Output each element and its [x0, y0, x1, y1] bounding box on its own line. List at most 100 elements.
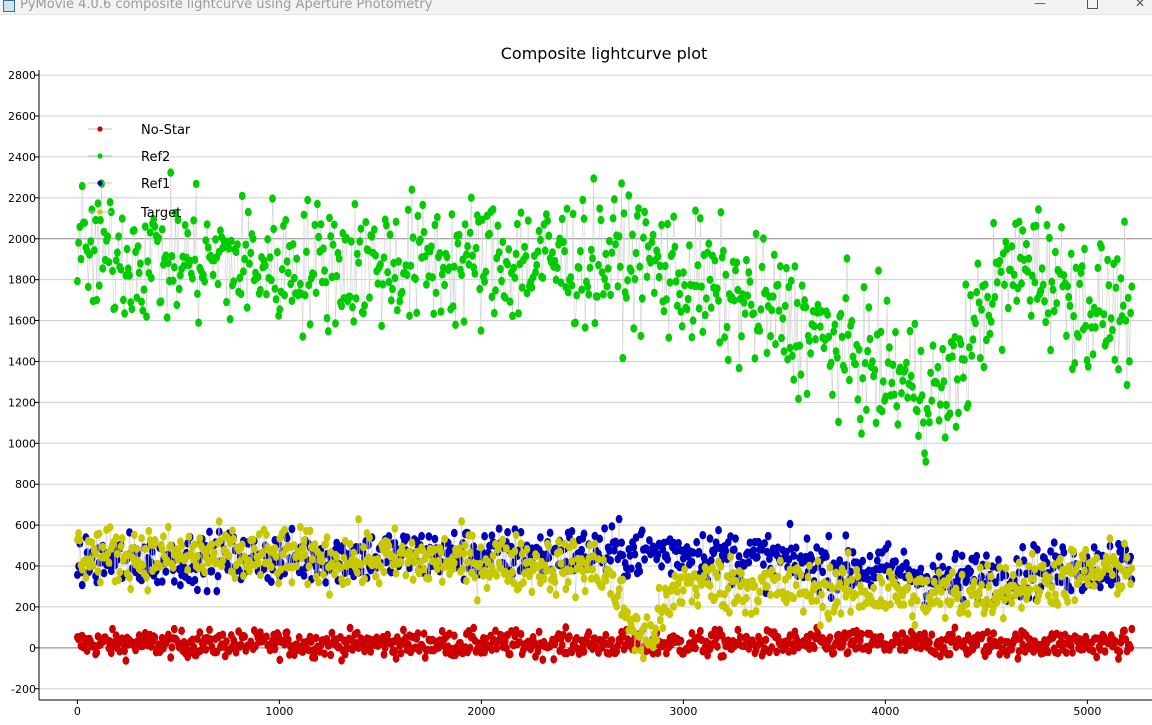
data-point: [993, 597, 1001, 607]
data-point: [887, 600, 894, 609]
data-point: [566, 632, 573, 641]
data-point: [602, 630, 610, 640]
data-point: [528, 283, 536, 292]
data-point: [1053, 299, 1061, 308]
data-point: [1070, 547, 1077, 556]
data-point: [1100, 310, 1108, 319]
data-point: [572, 593, 579, 602]
data-point: [1047, 345, 1054, 355]
data-point: [238, 540, 246, 549]
data-point: [74, 277, 81, 286]
data-point: [77, 254, 85, 264]
data-point: [803, 534, 811, 543]
data-point: [695, 304, 703, 313]
data-point: [1123, 380, 1131, 390]
data-point: [600, 290, 607, 299]
data-point: [425, 532, 433, 541]
data-point: [772, 340, 779, 349]
data-point: [107, 648, 115, 658]
data-point: [501, 293, 509, 302]
data-point: [337, 563, 344, 573]
data-point: [879, 377, 887, 386]
data-point: [641, 555, 648, 564]
data-point: [284, 268, 292, 278]
data-point: [356, 237, 364, 246]
data-point: [168, 643, 176, 652]
data-point: [433, 564, 441, 574]
data-point: [230, 277, 238, 286]
data-point: [658, 220, 665, 230]
data-point: [789, 351, 796, 360]
data-point: [859, 374, 867, 383]
data-point: [200, 270, 207, 280]
y-tick-label: 600: [15, 519, 36, 532]
data-point: [670, 602, 678, 611]
data-point: [134, 242, 142, 251]
data-point: [790, 551, 798, 560]
data-point: [431, 220, 439, 230]
data-point: [625, 191, 633, 200]
data-point: [735, 552, 743, 561]
data-point: [114, 549, 121, 559]
data-point: [283, 628, 291, 637]
data-point: [775, 306, 783, 315]
data-point: [852, 360, 859, 369]
data-point: [1124, 293, 1132, 302]
data-point: [95, 281, 103, 290]
y-tick-label: 2600: [8, 110, 36, 123]
data-point: [562, 623, 570, 632]
axes: -200 0 200 400 600 800 1000 1200 1400 1600 1800 200…: [8, 69, 1152, 718]
data-point: [192, 179, 200, 189]
data-point: [267, 562, 275, 572]
data-point: [469, 251, 476, 260]
data-point: [1008, 242, 1016, 251]
data-point: [204, 243, 212, 252]
data-point: [683, 304, 691, 314]
data-point: [512, 530, 520, 540]
data-point: [939, 344, 947, 354]
maximize-icon[interactable]: [1078, 0, 1106, 12]
data-point: [323, 314, 331, 323]
data-point: [864, 346, 871, 356]
data-point: [368, 232, 376, 241]
data-point: [156, 562, 164, 571]
data-point: [377, 562, 384, 571]
data-point: [624, 608, 631, 617]
data-point: [78, 580, 86, 590]
data-point: [82, 573, 90, 582]
data-point: [333, 553, 341, 562]
data-point: [1121, 626, 1128, 635]
data-point: [918, 391, 926, 400]
data-point: [589, 254, 596, 263]
data-point: [810, 322, 818, 331]
data-point: [190, 216, 198, 225]
data-point: [1093, 652, 1101, 662]
data-point: [693, 538, 701, 547]
close-icon[interactable]: ✕: [1134, 0, 1146, 10]
data-point: [832, 568, 840, 577]
data-point: [1069, 648, 1076, 657]
data-point: [975, 298, 983, 307]
data-point: [1112, 283, 1120, 292]
data-point: [255, 530, 263, 539]
data-point: [873, 556, 881, 565]
data-point: [351, 200, 359, 209]
data-point: [998, 345, 1006, 355]
data-point: [88, 538, 96, 547]
data-point: [603, 282, 611, 291]
data-point: [1029, 549, 1036, 558]
data-point: [1023, 239, 1030, 249]
data-point: [814, 300, 822, 310]
data-point: [783, 263, 790, 273]
data-point: [819, 567, 827, 577]
data-point: [1015, 647, 1023, 656]
data-point: [1033, 545, 1041, 554]
y-tick-label: 2000: [8, 233, 36, 246]
minimize-icon[interactable]: —: [1034, 0, 1046, 10]
data-point: [835, 417, 842, 427]
data-point: [921, 449, 928, 458]
data-point: [97, 216, 104, 225]
data-point: [94, 199, 102, 208]
data-point: [297, 279, 304, 289]
